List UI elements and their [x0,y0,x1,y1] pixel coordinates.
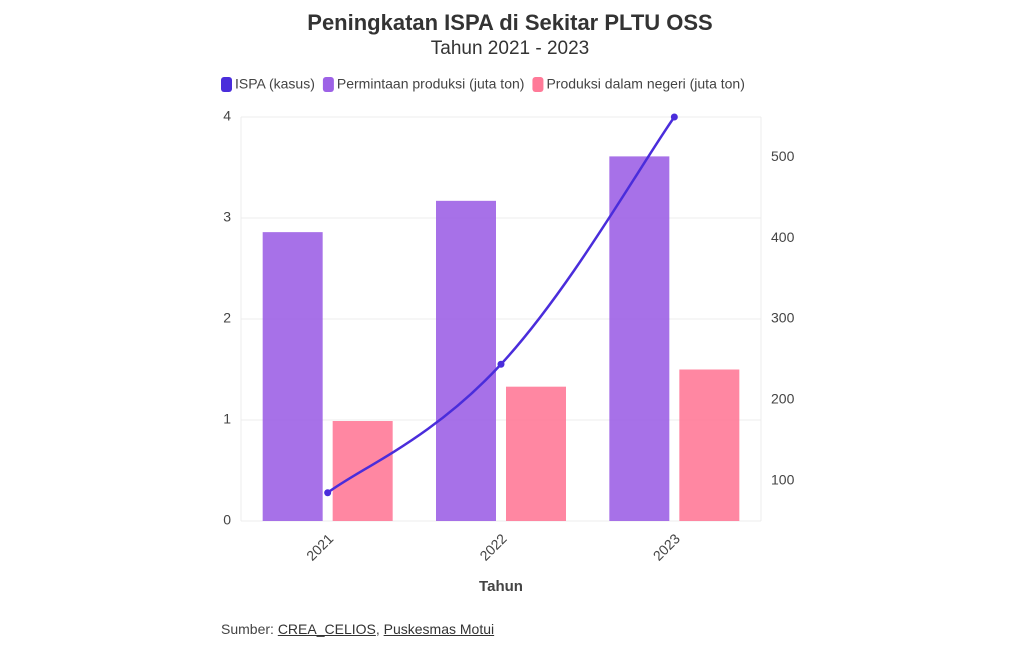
line [326,116,676,494]
source-label: Sumber: [221,621,274,637]
bar [436,200,496,521]
source: Sumber: CREA_CELIOS, Puskesmas Motui [221,621,494,637]
bar [506,386,566,521]
source-link[interactable]: Puskesmas Motui [383,621,495,637]
legend-label: Produksi dalam negeri (juta ton) [546,76,744,92]
y2-tick-label: 100 [771,471,795,487]
y-tick-label: 1 [223,411,231,427]
x-tick-label: 2021 [303,530,336,563]
legend-swatch [221,77,232,92]
y-tick-label: 0 [223,512,231,528]
chart-title: Peningkatan ISPA di Sekitar PLTU OSS [307,10,712,35]
bar [262,232,323,521]
chart: Peningkatan ISPA di Sekitar PLTU OSS Tah… [221,10,795,595]
legend-swatch [532,77,544,92]
source-link[interactable]: CREA_CELIOS [277,621,376,637]
y-tick-label: 3 [223,209,231,225]
line-point [670,113,678,121]
legend-swatch [322,77,334,92]
y-tick-label: 2 [223,310,231,326]
x-tick-label: 2023 [650,530,683,563]
chart-subtitle: Tahun 2021 - 2023 [431,38,589,59]
source-separator: , [375,621,380,637]
y2-tick-label: 300 [771,310,795,326]
y2-tick-label: 400 [771,229,795,245]
legend-label: Permintaan produksi (juta ton) [337,76,525,92]
x-axis-title: Tahun [479,578,523,595]
legend-label: ISPA (kasus) [235,76,315,92]
line-point [324,489,332,497]
line-point [497,360,505,368]
y2-tick-label: 200 [771,391,795,407]
y2-tick-label: 500 [771,148,795,164]
bar [609,156,670,521]
y-tick-label: 4 [223,108,231,124]
x-tick-label: 2022 [476,530,509,563]
bar [679,369,740,521]
